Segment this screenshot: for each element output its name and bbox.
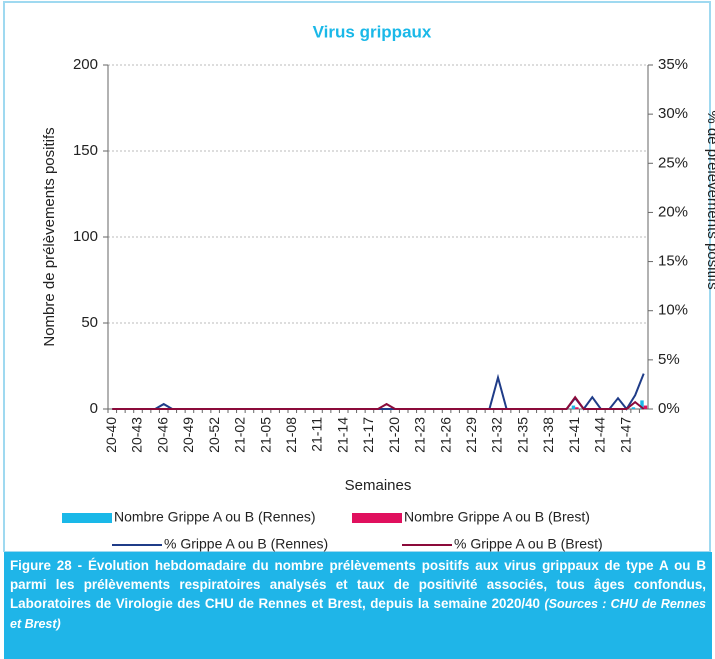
x-tick-label: 21-29	[463, 417, 479, 453]
chart-title: Virus grippaux	[313, 22, 432, 41]
x-tick-label: 21-41	[566, 417, 582, 453]
y2-tick-label: 20%	[658, 203, 688, 220]
legend-swatch	[352, 513, 402, 523]
x-tick-label: 21-35	[514, 417, 530, 453]
legend-label: Nombre Grippe A ou B (Rennes)	[114, 509, 316, 525]
x-tick-label: 20-46	[154, 417, 170, 453]
x-tick-label: 20-49	[180, 417, 196, 453]
y2-tick-label: 15%	[658, 253, 688, 270]
bar	[640, 400, 644, 409]
x-tick-label: 21-08	[283, 417, 299, 453]
x-tick-label: 21-17	[360, 417, 376, 453]
bar	[643, 405, 648, 409]
x-tick-label: 21-44	[592, 417, 608, 453]
y2-tick-label: 0%	[658, 400, 680, 417]
chart-frame	[3, 1, 711, 553]
x-tick-label: 20-52	[206, 417, 222, 453]
y2-tick-label: 25%	[658, 154, 688, 171]
legend-swatch	[62, 513, 112, 523]
y2-tick-label: 30%	[658, 105, 688, 122]
x-tick-label: 21-20	[386, 417, 402, 453]
bar	[631, 407, 636, 409]
bar	[571, 405, 576, 409]
x-tick-label: 21-32	[489, 417, 505, 453]
y-tick-label: 50	[81, 314, 98, 331]
y-axis-label: Nombre de prélèvements positifs	[41, 127, 58, 346]
x-tick-label: 21-47	[617, 417, 633, 453]
legend-label: Nombre Grippe A ou B (Brest)	[404, 509, 590, 525]
y2-tick-label: 5%	[658, 351, 680, 368]
line-series	[112, 373, 645, 411]
y-tick-label: 0	[90, 400, 98, 417]
y-tick-label: 200	[73, 56, 98, 73]
x-tick-label: 20-43	[129, 417, 145, 453]
chart: Virus grippaux Semaines Nombre de prélèv…	[3, 1, 715, 553]
caption-text: Figure 28 - Évolution hebdomadaire du no…	[10, 558, 706, 611]
x-tick-label: 20-40	[103, 417, 119, 453]
x-axis-label: Semaines	[345, 477, 412, 494]
y-tick-label: 150	[73, 142, 98, 159]
y2-tick-label: 35%	[658, 56, 688, 73]
x-tick-label: 21-26	[437, 417, 453, 453]
x-tick-label: 21-14	[334, 417, 350, 453]
y2-axis-label: % de prélèvements positifs	[704, 110, 715, 289]
caption: Figure 28 - Évolution hebdomadaire du no…	[4, 552, 712, 659]
x-tick-label: 21-38	[540, 417, 556, 453]
x-tick-label: 21-02	[232, 417, 248, 453]
x-tick-label: 21-05	[257, 417, 273, 453]
bar	[575, 407, 579, 409]
x-tick-label: 21-11	[309, 417, 325, 452]
caption-source: (Sources : CHU de Rennes et Brest)	[10, 597, 706, 631]
y2-tick-label: 10%	[658, 302, 688, 319]
legend-label: % Grippe A ou B (Brest)	[454, 536, 603, 552]
legend-label: % Grippe A ou B (Rennes)	[164, 536, 328, 552]
line-series	[112, 395, 645, 410]
y-tick-label: 100	[73, 228, 98, 245]
x-tick-label: 21-23	[412, 417, 428, 453]
